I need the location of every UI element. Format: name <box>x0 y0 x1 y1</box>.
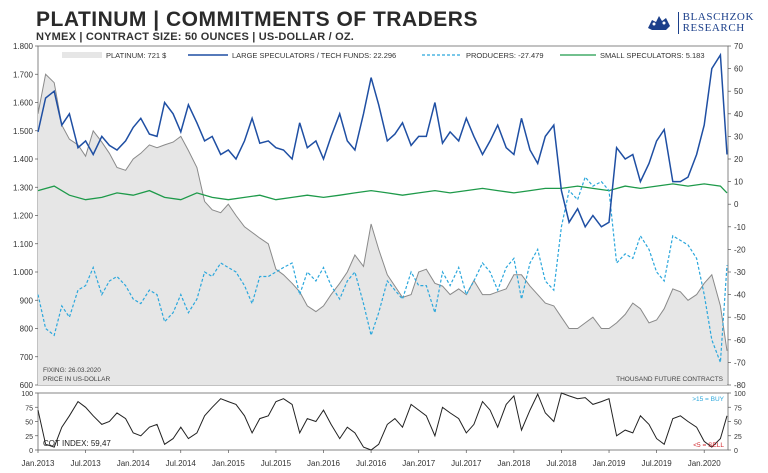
right-axis-tick-label: -20 <box>734 245 746 254</box>
right-axis-tick-label: 10 <box>734 178 743 187</box>
x-axis-tick-label: Jul.2017 <box>451 459 482 468</box>
left-axis-tick-label: 700 <box>20 353 34 362</box>
cot-left-tick-label: 100 <box>21 391 33 398</box>
x-axis-tick-label: Jan.2020 <box>688 459 721 468</box>
cot-buy-zone-label: >15 = BUY <box>692 396 724 403</box>
legend-swatch-platinum <box>62 52 102 58</box>
page-subtitle: NYMEX | CONTRACT SIZE: 50 OUNCES | US-DO… <box>36 31 355 43</box>
left-axis-tick-label: 800 <box>20 325 34 334</box>
large-speculators-line <box>37 52 728 229</box>
left-axis-tick-label: 1.100 <box>13 240 34 249</box>
cot-plot-frame <box>37 392 729 451</box>
left-axis-tick-label: 1.300 <box>13 183 34 192</box>
cot-left-tick-label: 0 <box>29 448 33 455</box>
right-axis-tick-label: -30 <box>734 268 746 277</box>
x-axis-tick-label: Jul.2014 <box>166 459 197 468</box>
brand-logo: BLASCHZOK RESEARCH <box>645 11 754 34</box>
right-axis-tick-label: 70 <box>734 42 743 51</box>
legend-label-platinum: PLATINUM: 721 $ <box>106 51 167 60</box>
cot-left-tick-label: 25 <box>25 434 33 441</box>
right-axis-tick-label: -70 <box>734 358 746 367</box>
x-axis-tick-label: Jan.2018 <box>497 459 530 468</box>
right-axis-tick-label: -80 <box>734 381 746 390</box>
cot-right-tick-label: 50 <box>734 420 742 427</box>
right-axis-tick-label: -40 <box>734 291 746 300</box>
right-axis-tick-label: -60 <box>734 336 746 345</box>
cot-index-value-label: COT INDEX: 59,47 <box>43 439 111 448</box>
price-unit-label: PRICE IN US-DOLLAR <box>43 376 110 383</box>
left-axis-tick-label: 1.700 <box>13 70 34 79</box>
right-axis-tick-label: 20 <box>734 155 743 164</box>
brand-name-line2: RESEARCH <box>682 22 745 34</box>
fixing-date-label: FIXING: 26.03.2020 <box>43 367 101 374</box>
left-axis-tick-label: 1.800 <box>13 42 34 51</box>
x-axis-tick-label: Jul.2019 <box>641 459 672 468</box>
left-axis-tick-label: 900 <box>20 296 34 305</box>
right-axis-tick-label: -10 <box>734 223 746 232</box>
left-axis-tick-label: 1.400 <box>13 155 34 164</box>
x-axis-tick-label: Jan.2016 <box>307 459 340 468</box>
x-axis-tick-label: Jul.2015 <box>261 459 292 468</box>
left-axis-tick-label: 1.200 <box>13 212 34 221</box>
right-axis-tick-label: 50 <box>734 87 743 96</box>
x-axis-tick-label: Jul.2018 <box>546 459 577 468</box>
left-axis-tick-label: 600 <box>20 381 34 390</box>
right-axis-tick-label: 60 <box>734 65 743 74</box>
right-axis-tick-label: 0 <box>734 200 739 209</box>
platinum-price-line <box>37 73 728 351</box>
legend-label-producers: PRODUCERS: -27.479 <box>466 51 544 60</box>
cot-right-tick-label: 0 <box>734 448 738 455</box>
x-axis-tick-label: Jul.2013 <box>70 459 101 468</box>
cot-right-tick-label: 75 <box>734 405 742 412</box>
right-axis-tick-label: 30 <box>734 132 743 141</box>
cot-left-tick-label: 75 <box>25 405 33 412</box>
x-axis-tick-label: Jan.2013 <box>22 459 55 468</box>
contracts-unit-label: THOUSAND FUTURE CONTRACTS <box>616 376 724 383</box>
brand-name-line1: BLASCHZOK <box>682 11 754 23</box>
legend-label-large-speculators: LARGE SPECULATORS / TECH FUNDS: 22.296 <box>232 51 396 60</box>
x-axis-tick-label: Jan.2019 <box>593 459 626 468</box>
left-axis-tick-label: 1.000 <box>13 268 34 277</box>
bull-bear-logo-icon <box>645 12 672 34</box>
x-axis-tick-label: Jan.2015 <box>212 459 245 468</box>
cot-left-tick-label: 50 <box>25 420 33 427</box>
left-axis-tick-label: 1.600 <box>13 99 34 108</box>
right-axis-tick-label: -50 <box>734 313 746 322</box>
cot-sell-zone-label: <5 = SELL <box>693 442 724 449</box>
small-speculators-line <box>37 183 728 201</box>
right-axis-tick-label: 40 <box>734 110 743 119</box>
cot-right-tick-label: 25 <box>734 434 742 441</box>
cot-right-tick-label: 100 <box>734 391 746 398</box>
page-title: PLATINUM | COMMITMENTS OF TRADERS <box>36 8 478 31</box>
producers-line <box>37 175 728 363</box>
cot-index-line <box>37 392 728 451</box>
left-axis-tick-label: 1.500 <box>13 127 34 136</box>
legend-label-small-speculators: SMALL SPECULATORS: 5.183 <box>600 51 705 60</box>
x-axis-tick-label: Jan.2017 <box>402 459 435 468</box>
x-axis-tick-label: Jan.2014 <box>117 459 150 468</box>
x-axis-tick-label: Jul.2016 <box>356 459 387 468</box>
